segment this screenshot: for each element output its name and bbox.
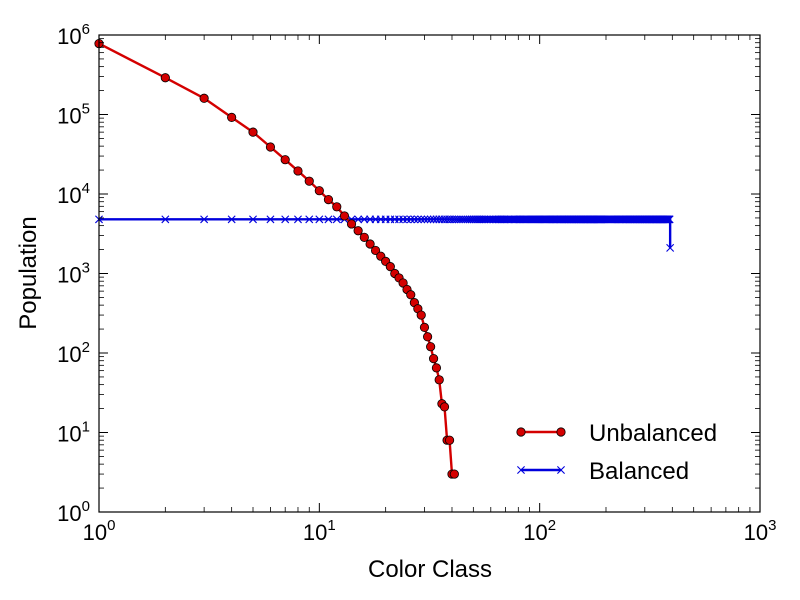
- legend-marker-balanced-end: [557, 466, 565, 474]
- data-point-unbalanced: [359, 232, 369, 242]
- data-point-unbalanced: [439, 402, 450, 412]
- data-point-balanced: [413, 215, 422, 224]
- y-tick-label: 106: [57, 21, 90, 49]
- data-point-unbalanced: [422, 332, 433, 342]
- data-point-balanced: [324, 215, 333, 224]
- data-point-balanced: [665, 215, 674, 224]
- data-point-unbalanced: [346, 219, 357, 229]
- data-point-unbalanced: [199, 93, 209, 103]
- data-point-balanced: [249, 215, 257, 224]
- data-point-unbalanced: [265, 142, 276, 152]
- y-tick-label: 100: [57, 498, 90, 526]
- y-tick-label: 102: [57, 339, 90, 367]
- data-point-balanced: [666, 243, 675, 252]
- data-point-unbalanced: [332, 202, 342, 212]
- data-point-balanced: [410, 215, 419, 224]
- legend-marker-unbalanced-end: [556, 427, 566, 437]
- legend: Unbalanced Balanced: [516, 420, 717, 485]
- data-point-balanced: [332, 215, 341, 224]
- data-point-balanced: [227, 215, 236, 224]
- data-point-balanced: [200, 215, 209, 224]
- data-point-balanced: [266, 215, 275, 224]
- data-point-unbalanced: [323, 195, 334, 205]
- legend-x-mark: [557, 466, 565, 474]
- x-axis-title: Color Class: [368, 556, 492, 583]
- data-point-unbalanced: [304, 176, 314, 186]
- y-tick-label: 103: [57, 260, 90, 288]
- x-tick-label: 100: [83, 517, 116, 545]
- series-layer: [94, 38, 675, 479]
- data-point-unbalanced: [431, 363, 442, 373]
- data-point-balanced: [467, 215, 476, 224]
- legend-x-mark: [517, 466, 525, 474]
- plot-background: [99, 35, 760, 512]
- data-point-unbalanced: [370, 245, 381, 256]
- data-point-unbalanced: [314, 186, 324, 196]
- data-point-balanced: [281, 215, 290, 224]
- data-point-balanced: [423, 215, 432, 224]
- legend-label-balanced: Balanced: [589, 458, 689, 485]
- x-tick-label: 102: [523, 517, 556, 545]
- data-point-balanced: [403, 215, 412, 224]
- data-point-balanced: [293, 215, 302, 224]
- data-point-unbalanced: [419, 322, 430, 332]
- y-tick-label: 105: [57, 101, 90, 129]
- data-point-balanced: [426, 215, 435, 224]
- y-axis-title: Population: [15, 216, 42, 329]
- data-point-unbalanced: [160, 73, 170, 83]
- data-point-unbalanced: [293, 166, 303, 176]
- data-point-unbalanced: [416, 310, 426, 320]
- data-point-unbalanced: [406, 290, 416, 300]
- data-point-balanced: [360, 215, 369, 224]
- data-point-unbalanced: [248, 127, 258, 137]
- data-point-unbalanced: [353, 226, 363, 236]
- data-point-balanced: [315, 215, 324, 224]
- data-point-unbalanced: [449, 469, 459, 479]
- data-point-unbalanced: [444, 435, 455, 445]
- data-point-unbalanced: [339, 211, 350, 221]
- legend-marker-unbalanced: [516, 427, 526, 437]
- x-tick-label: 103: [744, 517, 777, 545]
- data-point-balanced: [161, 215, 170, 224]
- data-point-balanced: [399, 215, 408, 224]
- data-point-balanced: [406, 215, 415, 224]
- data-point-balanced: [420, 215, 429, 224]
- data-point-unbalanced: [434, 375, 444, 385]
- data-point-balanced: [354, 215, 363, 224]
- x-tick-label: 101: [303, 517, 336, 545]
- tick-layer: 100 101 102 103 100 101 102 103 104 105 106: [57, 21, 776, 545]
- data-point-unbalanced: [280, 155, 290, 165]
- y-tick-label: 101: [57, 419, 90, 447]
- data-point-balanced: [429, 215, 438, 224]
- y-tick-label: 104: [57, 180, 90, 208]
- data-point-unbalanced: [385, 262, 395, 272]
- data-point-balanced: [417, 215, 426, 224]
- legend-marker-balanced: [517, 466, 525, 474]
- data-point-unbalanced: [227, 112, 237, 122]
- data-point-unbalanced: [428, 354, 439, 364]
- data-point-balanced: [463, 215, 472, 224]
- data-point-unbalanced: [365, 239, 375, 249]
- data-point-balanced: [465, 215, 474, 224]
- data-point-unbalanced: [426, 342, 436, 352]
- data-point-balanced: [305, 215, 314, 224]
- legend-label-unbalanced: Unbalanced: [589, 420, 717, 447]
